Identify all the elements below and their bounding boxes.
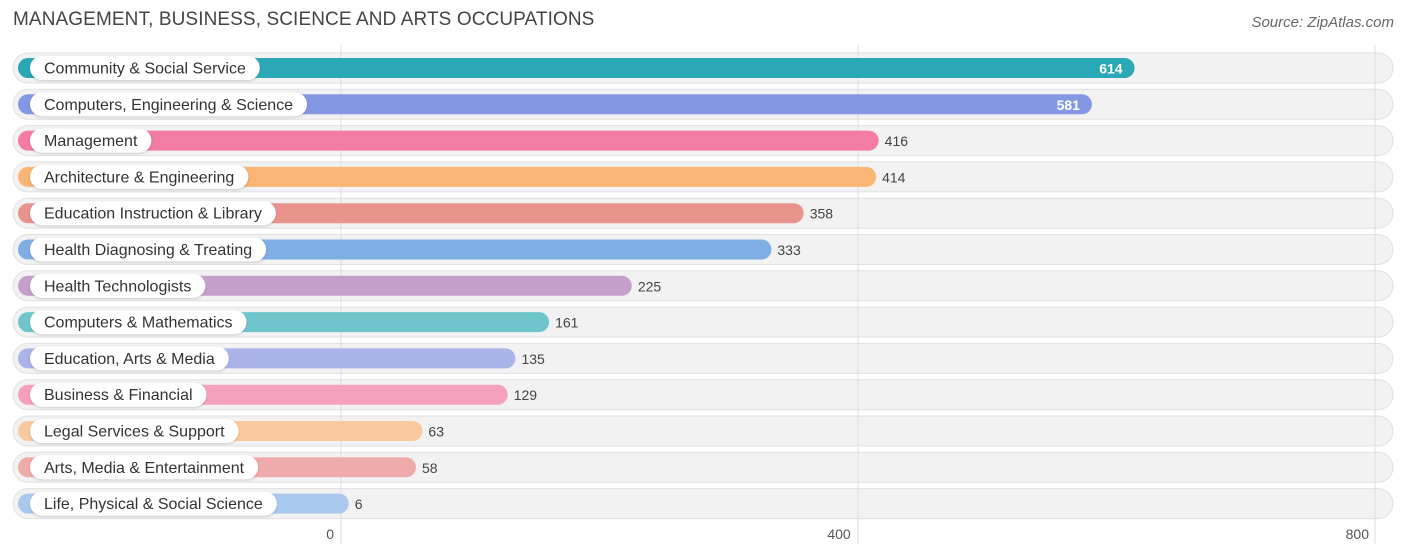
value-label: 581	[1057, 97, 1081, 113]
category-label: Arts, Media & Entertainment	[44, 460, 245, 477]
value-label: 129	[514, 387, 538, 403]
value-label: 161	[555, 315, 579, 331]
category-label-pill	[30, 128, 152, 153]
bar	[18, 130, 879, 151]
category-label-pill	[30, 237, 267, 262]
category-label: Computers & Mathematics	[44, 315, 233, 332]
category-label-pill	[30, 164, 249, 189]
category-label: Life, Physical & Social Science	[44, 496, 263, 513]
category-label: Computers, Engineering & Science	[44, 97, 293, 114]
category-label: Business & Financial	[44, 387, 193, 404]
category-label-pill	[30, 382, 207, 407]
category-label-pill	[30, 419, 239, 443]
category-label: Health Technologists	[44, 278, 191, 295]
category-label: Management	[44, 133, 138, 150]
value-label: 135	[521, 351, 545, 367]
category-label-pill	[30, 310, 247, 335]
category-label-pill	[30, 491, 277, 516]
value-label: 333	[777, 242, 801, 258]
value-label: 58	[422, 460, 438, 476]
chart-title: MANAGEMENT, BUSINESS, SCIENCE AND ARTS O…	[13, 9, 595, 30]
value-label: 358	[810, 206, 834, 222]
category-label-pill	[30, 455, 259, 480]
category-label-pill	[30, 273, 206, 298]
category-label-pill	[30, 346, 229, 371]
category-label: Health Diagnosing & Treating	[44, 242, 252, 259]
category-label: Legal Services & Support	[44, 424, 225, 441]
category-label: Education Instruction & Library	[44, 206, 262, 223]
row-track	[12, 488, 1394, 520]
value-label: 63	[428, 424, 444, 440]
value-label: 416	[885, 133, 909, 149]
value-label: 225	[638, 278, 662, 294]
x-tick-label: 800	[1346, 526, 1370, 542]
value-label: 6	[355, 496, 363, 512]
category-label-pill	[30, 201, 276, 226]
source-credit: Source: ZipAtlas.com	[1251, 14, 1394, 31]
category-label: Education, Arts & Media	[44, 351, 215, 368]
category-label-pill	[30, 92, 308, 117]
category-label-pill	[30, 56, 260, 80]
bar	[18, 58, 1135, 78]
x-tick-label: 400	[827, 526, 851, 542]
category-label: Community & Social Service	[44, 61, 246, 78]
category-label: Architecture & Engineering	[44, 169, 234, 186]
value-label: 414	[882, 169, 906, 185]
value-label: 614	[1099, 61, 1123, 77]
x-tick-label: 0	[326, 526, 334, 542]
